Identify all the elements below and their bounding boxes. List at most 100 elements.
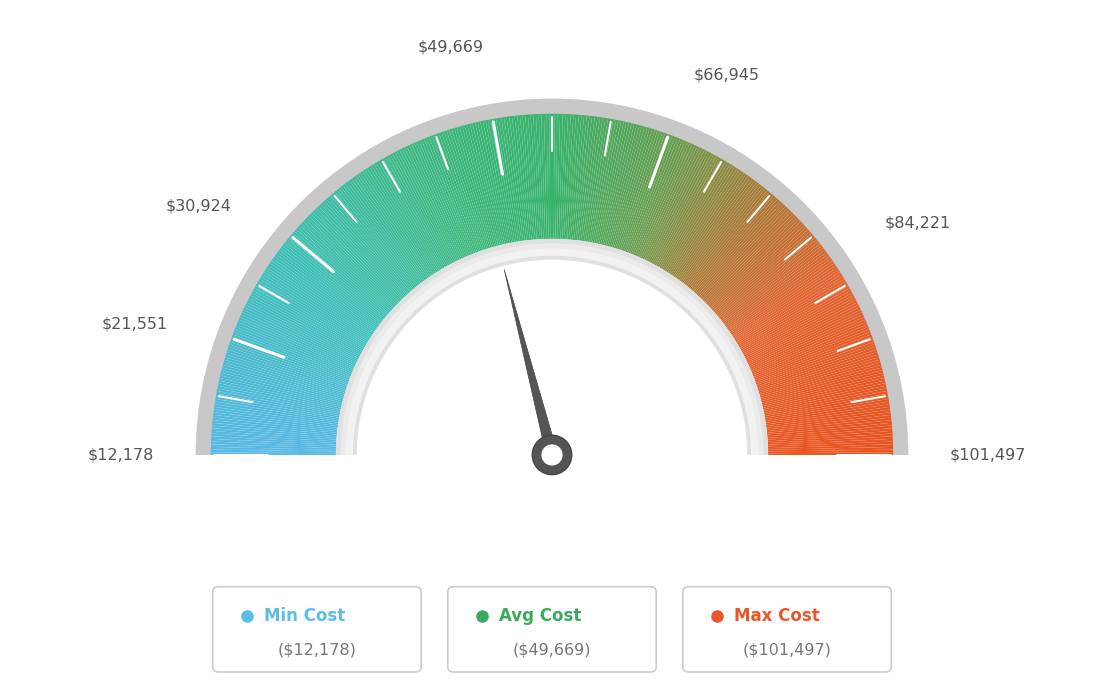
Wedge shape xyxy=(734,272,841,341)
Wedge shape xyxy=(611,126,647,248)
Wedge shape xyxy=(217,386,340,413)
Wedge shape xyxy=(593,120,618,243)
Wedge shape xyxy=(724,248,825,325)
Text: $49,669: $49,669 xyxy=(417,39,484,55)
Wedge shape xyxy=(315,208,403,299)
Wedge shape xyxy=(226,352,346,391)
Wedge shape xyxy=(584,117,605,242)
Wedge shape xyxy=(647,148,704,262)
Text: Max Cost: Max Cost xyxy=(734,607,820,625)
Wedge shape xyxy=(752,327,869,375)
Wedge shape xyxy=(756,342,874,385)
Wedge shape xyxy=(432,135,477,253)
Wedge shape xyxy=(261,275,369,342)
Wedge shape xyxy=(467,124,500,246)
Wedge shape xyxy=(517,115,532,240)
Wedge shape xyxy=(357,259,747,455)
Wedge shape xyxy=(762,373,884,404)
Wedge shape xyxy=(758,352,878,391)
Wedge shape xyxy=(599,122,629,244)
Wedge shape xyxy=(250,295,361,355)
Wedge shape xyxy=(711,224,805,310)
Wedge shape xyxy=(304,219,395,307)
Wedge shape xyxy=(763,383,887,411)
Wedge shape xyxy=(367,167,436,273)
Wedge shape xyxy=(736,277,845,344)
Wedge shape xyxy=(732,266,837,336)
Wedge shape xyxy=(635,139,686,256)
Wedge shape xyxy=(763,380,885,409)
Wedge shape xyxy=(258,279,367,345)
Wedge shape xyxy=(581,117,601,241)
Text: $101,497: $101,497 xyxy=(951,447,1027,462)
Wedge shape xyxy=(486,120,511,243)
Text: $84,221: $84,221 xyxy=(885,216,952,231)
Wedge shape xyxy=(744,297,856,357)
Wedge shape xyxy=(651,152,712,264)
Wedge shape xyxy=(765,402,890,423)
Wedge shape xyxy=(697,201,782,295)
Wedge shape xyxy=(667,166,735,273)
Wedge shape xyxy=(428,136,476,253)
Wedge shape xyxy=(232,335,350,380)
Wedge shape xyxy=(247,300,360,358)
Wedge shape xyxy=(514,115,530,240)
Wedge shape xyxy=(655,155,716,266)
Wedge shape xyxy=(213,412,338,430)
Wedge shape xyxy=(701,208,789,299)
Wedge shape xyxy=(219,378,341,408)
Wedge shape xyxy=(533,114,542,239)
Wedge shape xyxy=(768,452,893,455)
Wedge shape xyxy=(678,177,753,280)
Wedge shape xyxy=(469,123,501,245)
Wedge shape xyxy=(572,115,587,240)
Wedge shape xyxy=(353,176,427,279)
Wedge shape xyxy=(683,184,761,284)
Wedge shape xyxy=(242,310,357,364)
Wedge shape xyxy=(747,310,862,364)
Bar xyxy=(158,455,946,690)
Wedge shape xyxy=(680,181,757,282)
Wedge shape xyxy=(624,133,668,252)
Wedge shape xyxy=(583,117,603,242)
Wedge shape xyxy=(410,144,463,259)
Wedge shape xyxy=(761,365,882,400)
Wedge shape xyxy=(465,124,498,246)
Wedge shape xyxy=(211,439,336,446)
Wedge shape xyxy=(289,235,386,317)
Wedge shape xyxy=(726,255,829,329)
FancyBboxPatch shape xyxy=(213,586,422,672)
Wedge shape xyxy=(216,388,340,415)
Wedge shape xyxy=(520,115,533,240)
Wedge shape xyxy=(212,428,337,440)
Wedge shape xyxy=(287,237,385,319)
Wedge shape xyxy=(493,119,517,242)
Wedge shape xyxy=(214,402,339,423)
Wedge shape xyxy=(690,192,772,290)
Wedge shape xyxy=(231,337,349,382)
Wedge shape xyxy=(765,399,889,421)
Wedge shape xyxy=(267,266,372,336)
Wedge shape xyxy=(233,332,350,379)
Text: $12,178: $12,178 xyxy=(87,447,153,462)
Wedge shape xyxy=(725,250,827,326)
Wedge shape xyxy=(764,391,888,416)
Wedge shape xyxy=(567,115,578,239)
Text: $30,924: $30,924 xyxy=(166,199,232,214)
Wedge shape xyxy=(631,138,680,255)
Wedge shape xyxy=(767,417,891,433)
Wedge shape xyxy=(767,426,892,438)
Text: ($12,178): ($12,178) xyxy=(277,642,357,658)
Wedge shape xyxy=(245,302,359,360)
Wedge shape xyxy=(243,307,358,363)
Wedge shape xyxy=(335,190,415,288)
Wedge shape xyxy=(544,114,549,239)
Wedge shape xyxy=(673,172,746,277)
Wedge shape xyxy=(305,217,396,306)
Wedge shape xyxy=(213,410,338,428)
Wedge shape xyxy=(554,114,558,239)
Wedge shape xyxy=(742,293,853,354)
Wedge shape xyxy=(587,119,611,242)
Wedge shape xyxy=(762,370,883,403)
Wedge shape xyxy=(646,148,702,261)
